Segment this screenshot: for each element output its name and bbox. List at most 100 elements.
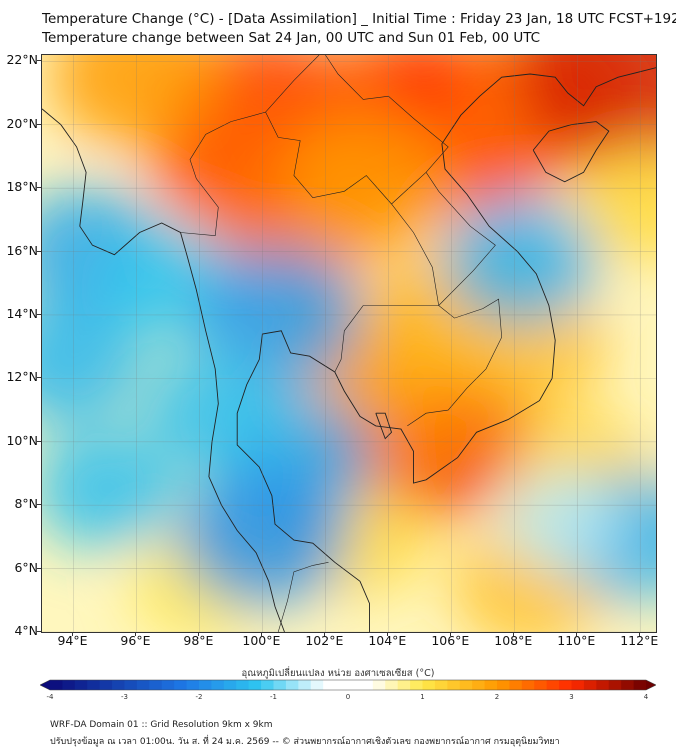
temperature-anomaly-blob xyxy=(569,144,656,264)
longitude-label: 110°E xyxy=(557,633,596,648)
latitude-label: 22°N xyxy=(6,52,38,68)
temperature-anomaly-blob xyxy=(443,197,598,326)
latitude-tick xyxy=(37,60,41,62)
colorbar-segment xyxy=(521,680,535,690)
longitude-tick xyxy=(324,632,326,636)
colorbar-segment xyxy=(397,680,411,690)
country-border xyxy=(277,562,329,632)
latitude-label: 16°N xyxy=(6,242,38,258)
colorbar-min-extension xyxy=(40,680,50,690)
colorbar-segment xyxy=(372,680,386,690)
latitude-tick xyxy=(37,631,41,632)
latitude-label: 12°N xyxy=(6,369,38,385)
longitude-label: 106°E xyxy=(431,633,470,648)
country-border xyxy=(180,111,440,373)
colorbar-max-extension xyxy=(646,680,656,690)
longitude-label: 104°E xyxy=(368,633,407,648)
colorbar-tick-label: -3 xyxy=(121,693,128,701)
colorbar-segment xyxy=(273,680,287,690)
coastline xyxy=(236,67,656,632)
colorbar-segment xyxy=(422,680,436,690)
colorbar-segment xyxy=(174,680,187,690)
longitude-tick xyxy=(576,632,578,636)
latitude-tick xyxy=(37,567,41,569)
latitude-label: 6°N xyxy=(14,559,38,575)
temperature-anomaly-blob xyxy=(516,55,656,170)
colorbar-segment xyxy=(161,680,175,690)
longitude-label: 100°E xyxy=(242,633,281,648)
colorbar-segment xyxy=(124,680,138,690)
longitude-tick xyxy=(513,632,515,636)
footer-update-info: ปรับปรุงข้อมูล ณ เวลา 01:00น. วัน ส. ที่… xyxy=(50,737,560,747)
colorbar-segment xyxy=(62,680,76,690)
colorbar-segment xyxy=(348,680,361,690)
temperature-anomaly-blob xyxy=(42,428,178,551)
colorbar-tick-label: -2 xyxy=(195,693,203,701)
colorbar-tick-label: 1 xyxy=(420,693,425,701)
temperature-anomaly-blob xyxy=(142,349,289,471)
colorbar-tick-label: -1 xyxy=(270,693,277,701)
colorbar-segment xyxy=(546,680,560,690)
longitude-label: 98°E xyxy=(183,633,214,648)
country-border xyxy=(407,298,503,427)
colorbar-segment xyxy=(534,680,548,690)
longitude-label: 108°E xyxy=(494,633,533,648)
colorbar-segment xyxy=(509,680,523,690)
colorbar-segment xyxy=(434,680,448,690)
colorbar-segment xyxy=(112,680,125,690)
latitude-label: 20°N xyxy=(6,115,38,131)
colorbar-segment xyxy=(50,680,63,690)
coastline xyxy=(532,121,610,183)
country-border xyxy=(325,55,449,205)
latitude-tick xyxy=(37,440,41,442)
colorbar-segment xyxy=(385,680,399,690)
map-subtitle: Temperature change between Sat 24 Jan, 0… xyxy=(42,30,541,46)
colorbar-tick-label: -4 xyxy=(46,693,54,701)
temperature-anomaly-blob xyxy=(502,471,622,571)
colorbar-segment xyxy=(583,680,597,690)
colorbar-tick-label: 3 xyxy=(569,693,574,701)
coastline xyxy=(375,412,393,440)
latitude-tick xyxy=(37,187,41,189)
longitude-tick xyxy=(639,632,641,636)
longitude-tick xyxy=(387,632,389,636)
colorbar-segment xyxy=(223,680,237,690)
latitude-label: 14°N xyxy=(6,305,38,321)
colorbar-segment xyxy=(298,680,312,690)
country-border xyxy=(265,55,320,113)
colorbar-segment xyxy=(248,680,262,690)
temperature-anomaly-blob xyxy=(286,109,460,254)
longitude-tick xyxy=(72,632,74,636)
colorbar-segment xyxy=(285,680,299,690)
colorbar-segment xyxy=(261,680,274,690)
latitude-tick xyxy=(37,313,41,315)
colorbar-tick-label: 4 xyxy=(643,693,649,701)
latitude-tick xyxy=(37,250,41,252)
longitude-label: 102°E xyxy=(305,633,344,648)
temperature-map-canvas xyxy=(42,55,656,632)
colorbar-segment xyxy=(410,680,423,690)
colorbar-segment xyxy=(484,680,498,690)
colorbar-segment xyxy=(571,680,585,690)
colorbar-segment xyxy=(608,680,622,690)
longitude-tick xyxy=(198,632,200,636)
longitude-tick xyxy=(261,632,263,636)
latitude-tick xyxy=(37,504,41,506)
colorbar-outline xyxy=(40,679,656,691)
colorbar-segment xyxy=(459,680,473,690)
colorbar-segment xyxy=(360,680,374,690)
longitude-tick xyxy=(135,632,137,636)
temperature-map[interactable] xyxy=(41,54,657,633)
colorbar-segment xyxy=(186,680,200,690)
latitude-label: 4°N xyxy=(14,623,38,638)
colorbar-segment xyxy=(559,680,572,690)
colorbar-segment xyxy=(596,680,610,690)
longitude-label: 94°E xyxy=(57,633,88,648)
colorbar-segment xyxy=(149,680,163,690)
temperature-anomaly-blob xyxy=(42,300,143,425)
latitude-label: 8°N xyxy=(14,496,38,512)
colorbar-segment xyxy=(497,680,510,690)
colorbar-segment xyxy=(211,680,225,690)
longitude-label: 96°E xyxy=(120,633,151,648)
map-title: Temperature Change (°C) - [Data Assimila… xyxy=(42,11,676,27)
